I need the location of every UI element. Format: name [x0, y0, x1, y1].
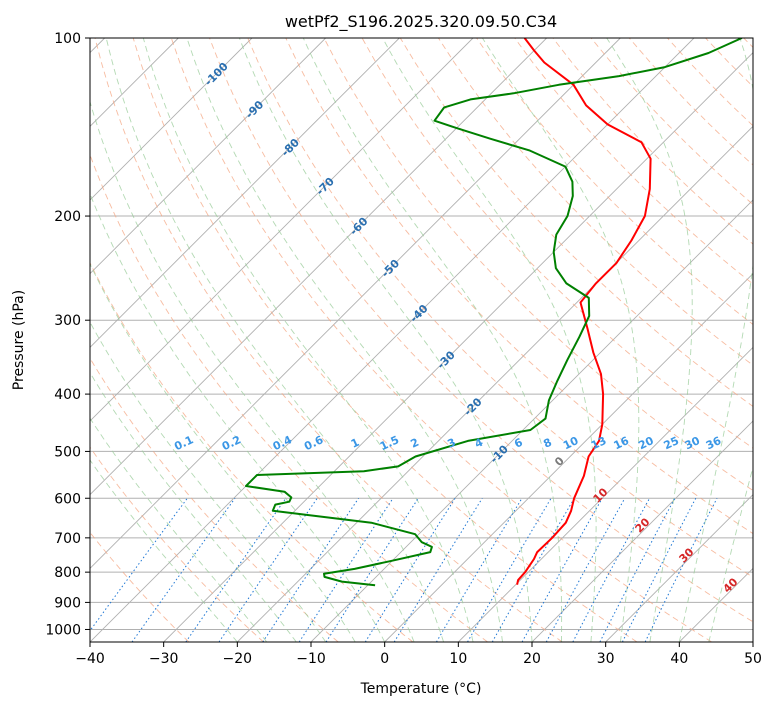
dry-adiabat-line — [94, 38, 563, 642]
mixing-ratio-line — [545, 498, 626, 642]
dry-adiabat-line — [247, 38, 753, 578]
mixing-ratio-label: 13 — [589, 434, 608, 452]
plot-frame — [89, 37, 754, 643]
moist-adiabat-line — [90, 371, 297, 642]
isotherm-line — [90, 38, 400, 348]
moist-adiabat-line — [90, 321, 327, 642]
mixing-ratio-label: 30 — [683, 434, 703, 452]
isotherm-line — [237, 125, 753, 642]
dewpoint-profile-line — [245, 38, 743, 587]
moist-adiabat-line — [90, 262, 356, 642]
isotherm-line — [90, 38, 474, 422]
moist-adiabat-line — [90, 192, 386, 642]
dry-adiabat-line — [323, 38, 753, 492]
y-tick-label: 400 — [54, 387, 81, 403]
moist-adiabat-line — [90, 417, 268, 642]
moist-adiabat-line — [382, 38, 597, 642]
mixing-ratio-label: 16 — [612, 434, 632, 452]
mixing-ratio-line — [325, 498, 419, 642]
dry-adiabat-line — [90, 446, 264, 642]
moist-adiabat-line — [606, 38, 693, 642]
mixing-ratio-line — [599, 498, 676, 642]
axes: −40 −30 −20 −10 0 10 20 30 40 50 100 200 300 400 500 60… — [45, 31, 762, 667]
mixing-ratio-line — [262, 498, 360, 642]
temperature-profile-line — [516, 38, 652, 585]
dry-adiabat-line — [132, 38, 638, 642]
dry-adiabat-line — [514, 38, 753, 285]
mixing-ratio-line — [364, 498, 456, 642]
x-tick-label: −30 — [149, 651, 179, 667]
moist-adiabat-line — [708, 465, 753, 642]
isotherm-line — [605, 494, 753, 642]
dry-adiabat-line — [90, 357, 339, 642]
y-tick-label: 300 — [54, 313, 81, 329]
moist-adiabat-line — [238, 38, 533, 642]
x-tick-label: −20 — [223, 651, 253, 667]
x-tick-label: 30 — [597, 651, 615, 667]
dry-adiabat-line — [170, 38, 712, 642]
moist-adiabat-line — [482, 38, 640, 642]
mixing-ratio-line — [621, 498, 697, 642]
moist-adiabat-line — [678, 38, 753, 642]
mixing-ratio-label: 36 — [704, 434, 724, 452]
dry-adiabat-line — [90, 261, 414, 642]
moist-adiabat-line — [186, 38, 503, 642]
x-tick-label: 40 — [670, 651, 688, 667]
mixing-ratio-line — [572, 498, 651, 642]
dry-adiabat-line — [285, 38, 753, 535]
y-axis-label: Pressure (hPa) — [11, 290, 27, 390]
grid-layer — [90, 38, 753, 642]
mixing-ratio-line — [131, 498, 236, 642]
y-tick-label: 200 — [54, 209, 81, 225]
moist-adiabat-line — [302, 38, 563, 642]
isotherm-line — [90, 38, 695, 642]
chart-title: wetPf2_S196.2025.320.09.50.C34 — [285, 12, 557, 32]
x-tick-label: −10 — [296, 651, 326, 667]
y-tick-label: 100 — [54, 31, 81, 47]
moist-adiabat-line — [142, 38, 474, 642]
y-tick-label: 700 — [54, 531, 81, 547]
x-tick-label: 50 — [744, 651, 762, 667]
isotherm-line — [531, 420, 753, 642]
isotherm-line — [458, 346, 753, 642]
x-axis-label: Temperature (°C) — [360, 681, 482, 697]
isotherm-line — [90, 38, 621, 569]
dry-adiabat-line — [476, 38, 753, 326]
data-layer — [245, 38, 743, 587]
isotherm-line — [90, 38, 253, 201]
isotherm-line — [163, 52, 753, 642]
dry-adiabat-line — [209, 38, 753, 623]
mixing-ratio-line — [90, 498, 188, 632]
x-tick-label: 0 — [380, 651, 389, 667]
isotherm-line — [384, 273, 753, 642]
moist-adiabat-line — [105, 38, 445, 642]
mixing-ratio-label: 20 — [636, 434, 656, 452]
x-tick-label: −40 — [75, 651, 105, 667]
moist-adiabat-line — [90, 459, 238, 642]
x-tick-label: 20 — [523, 651, 541, 667]
y-tick-label: 800 — [54, 565, 81, 581]
isotherm-line — [90, 38, 547, 496]
mixing-ratio-line — [218, 498, 318, 642]
isotherm-line — [90, 38, 326, 275]
moist-adiabat-line — [90, 100, 415, 642]
mixing-ratio-line — [644, 498, 718, 642]
x-tick-label: 10 — [449, 651, 467, 667]
y-tick-label: 500 — [54, 444, 81, 460]
y-tick-label: 900 — [54, 595, 81, 611]
mixing-ratio-line — [393, 498, 483, 642]
y-tick-label: 600 — [54, 491, 81, 507]
y-tick-label: 1000 — [45, 622, 81, 638]
mixing-ratio-label: 10 — [561, 434, 581, 452]
mixing-ratio-label: 25 — [662, 434, 681, 452]
